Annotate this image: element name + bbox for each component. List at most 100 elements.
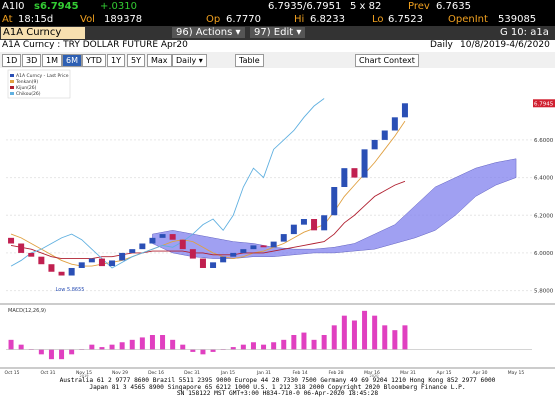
legend-entry: Kijun(26)	[16, 85, 37, 91]
histogram-bar	[109, 344, 115, 350]
date-range: 10/8/2019-4/6/2020	[460, 40, 550, 50]
candle	[381, 130, 388, 140]
candle	[18, 243, 25, 253]
candle	[78, 262, 85, 268]
candle	[230, 252, 237, 257]
legend-entry: Tenkan(9)	[15, 79, 38, 85]
chart: 5.8000 6.0000 6.2000 6.4000 6.6000 Low 5.8655…	[0, 68, 555, 378]
histogram-bar	[200, 349, 206, 355]
histogram-bar	[99, 347, 105, 350]
histogram-bar	[281, 339, 287, 350]
x-tick-label: Dec 31	[184, 370, 200, 376]
range-button[interactable]: YTD	[82, 54, 106, 67]
histogram-bar	[69, 349, 75, 355]
chart-title: A1A Curncy : TRY DOLLAR FUTURE Apr20	[2, 40, 188, 50]
footer-line: SN 158122 MST GMT+3:00 H834-710-0 06-Apr…	[176, 390, 379, 397]
histogram-bar	[38, 349, 44, 355]
range-button[interactable]: 5Y	[127, 54, 145, 67]
y-tick-label: 5.8000	[534, 289, 554, 295]
candle	[250, 245, 257, 250]
toolbar: A1A Curncy 96) Actions ▾ 97) Edit ▾ G 10…	[0, 26, 555, 40]
legend-entry: A1A Curncy - Last Price	[16, 73, 69, 79]
histogram-bar	[362, 310, 368, 350]
candle	[109, 260, 116, 267]
legend-swatch	[10, 80, 14, 83]
x-tick-label: Nov 15	[76, 370, 92, 376]
ticker: A1I0	[2, 1, 25, 12]
y-tick-label: 6.6000	[534, 138, 554, 144]
indicator-line	[10, 98, 325, 269]
stats-line: At 18:15d Vol 189378 Op 6.7770 Hi 6.8233…	[0, 13, 555, 26]
x-tick-label: Oct 15	[5, 370, 20, 376]
x-tick-label: Nov 29	[112, 370, 128, 376]
lo: 6.7523	[388, 14, 423, 25]
page-id: G 10: a1a	[500, 27, 549, 38]
range-button[interactable]: 1Y	[107, 54, 125, 67]
candle	[8, 237, 15, 244]
histogram-bar	[8, 339, 14, 350]
histogram-bar	[190, 349, 196, 352]
histogram-bar	[160, 335, 166, 350]
histogram-bar	[89, 344, 95, 350]
histogram-bar	[261, 344, 267, 350]
candle	[331, 187, 338, 216]
range-button[interactable]: 6M	[62, 54, 82, 67]
histogram-bar	[139, 337, 145, 350]
legend-box	[7, 69, 71, 99]
candle	[401, 103, 408, 118]
footer: Australia 61 2 9777 8600 Brazil 5511 239…	[0, 377, 555, 400]
range-button[interactable]: 1M	[42, 54, 62, 67]
last: s6.7945	[34, 1, 79, 12]
candle	[321, 215, 328, 231]
candle	[311, 219, 318, 231]
histogram-bar	[271, 342, 277, 350]
x-tick-label: Mar 16	[364, 370, 380, 376]
label: Lo	[372, 14, 384, 25]
candle	[341, 168, 348, 187]
histogram-bar	[392, 330, 398, 350]
label: OpenInt	[448, 14, 488, 25]
indicator-line	[10, 120, 406, 267]
open: 6.7770	[226, 14, 261, 25]
legend-swatch	[10, 74, 14, 77]
candle	[210, 262, 217, 268]
range-button[interactable]: 3D	[22, 54, 42, 67]
histogram-bar	[48, 349, 54, 360]
candle	[179, 239, 186, 250]
x-tick-label: Feb 28	[328, 370, 343, 376]
size: 5 x 82	[350, 1, 382, 12]
footer-line: Japan 81 3 4565 8900 Singapore 65 6212 1…	[89, 383, 466, 391]
legend-swatch	[10, 86, 14, 89]
x-tick-label: Jan 15	[220, 370, 235, 376]
actions-menu[interactable]: 96) Actions ▾	[172, 27, 245, 38]
candle	[391, 117, 398, 131]
candle	[119, 252, 126, 261]
security-field[interactable]: A1A Curncy	[1, 27, 86, 39]
quote-line: A1I0 s6.7945 +.0310 6.7935/6.7951 5 x 82…	[0, 0, 555, 13]
candle	[88, 258, 95, 263]
vol: 189378	[104, 14, 143, 25]
range-button[interactable]: Daily ▾	[172, 54, 207, 67]
candle	[169, 234, 176, 240]
chart-context-button[interactable]: Chart Context	[355, 54, 419, 67]
low-label: Low 5.8655	[56, 287, 85, 293]
histogram-bar	[291, 335, 297, 350]
range-button[interactable]: Max	[147, 54, 172, 67]
candle	[149, 237, 156, 244]
hi: 6.8233	[310, 14, 345, 25]
candle	[98, 258, 105, 267]
candle	[260, 245, 267, 248]
label: Prev	[408, 1, 430, 12]
candle	[139, 243, 146, 250]
histogram-bar	[59, 349, 65, 360]
year-label: 2020	[370, 374, 379, 378]
change: +.0310	[100, 1, 138, 12]
x-tick-label: Feb 14	[292, 370, 307, 376]
histogram-bar	[351, 320, 357, 350]
histogram-bar	[301, 332, 307, 350]
edit-menu[interactable]: 97) Edit ▾	[250, 27, 306, 38]
last-price: 6.7945	[534, 101, 554, 107]
range-button[interactable]: 1D	[2, 54, 22, 67]
histogram-bar	[149, 335, 155, 350]
table-button[interactable]: Table	[235, 54, 264, 67]
